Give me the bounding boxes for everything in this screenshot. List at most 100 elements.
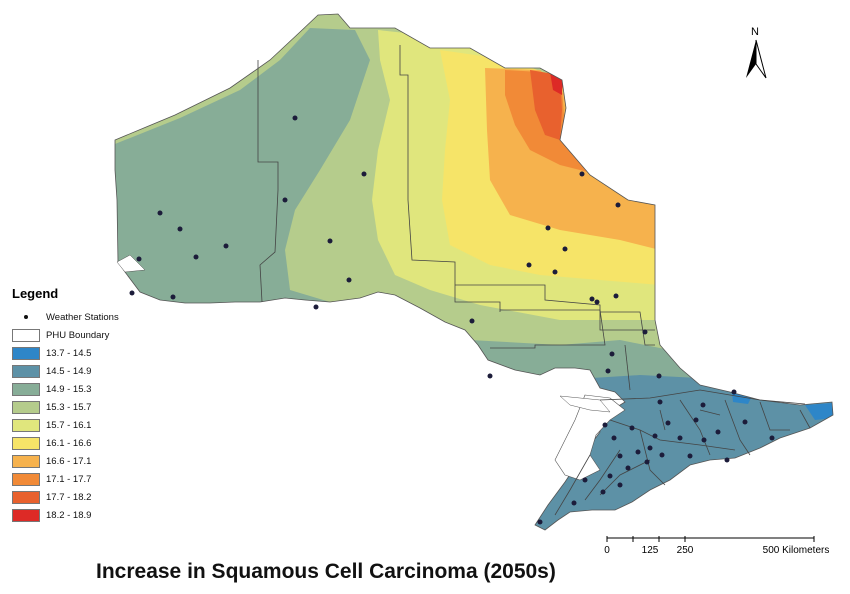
weather-station-dot [731, 389, 737, 395]
legend-title: Legend [12, 286, 59, 301]
weather-station-dot [607, 473, 613, 479]
weather-station-dot [615, 202, 621, 208]
legend-class-label: 13.7 - 14.5 [46, 347, 92, 359]
weather-station-dot [742, 419, 748, 425]
scale-tick-500: 500 Kilometers [762, 545, 830, 556]
weather-station-dot [700, 402, 706, 408]
north-label: N [751, 26, 759, 38]
legend-class-label: 16.6 - 17.1 [46, 455, 92, 467]
legend-class-row: 15.3 - 15.7 [12, 398, 162, 416]
weather-station-dot [613, 293, 619, 299]
weather-station-dot [602, 422, 608, 428]
weather-station-dot [589, 296, 595, 302]
weather-station-dot [659, 452, 665, 458]
weather-station-dot [625, 465, 631, 471]
north-arrow-icon [746, 39, 767, 79]
weather-station-dot [617, 482, 623, 488]
legend-class-label: 17.1 - 17.7 [46, 473, 92, 485]
weather-station-dot [617, 453, 623, 459]
weather-station-dot [282, 197, 288, 203]
legend-class-swatch [12, 490, 40, 504]
legend-class-swatch [12, 382, 40, 396]
scale-bar: 0 125 250 500 Kilometers [600, 536, 830, 566]
weather-station-dot [693, 417, 699, 423]
weather-station-dot [652, 433, 658, 439]
legend-class-swatch [12, 472, 40, 486]
legend-class-row: 16.6 - 17.1 [12, 452, 162, 470]
weather-station-dot [629, 425, 635, 431]
legend-class-swatch [12, 400, 40, 414]
weather-station-dot [157, 210, 163, 216]
weather-station-dot [526, 262, 532, 268]
legend-stations: Weather Stations [12, 308, 162, 326]
weather-station-dot [715, 429, 721, 435]
north-arrow: N [742, 26, 770, 80]
weather-station-dot [292, 115, 298, 121]
station-dot-icon [12, 315, 40, 319]
legend-class-row: 13.7 - 14.5 [12, 344, 162, 362]
weather-station-dot [313, 304, 319, 310]
weather-station-dot [701, 437, 707, 443]
boundary-swatch [12, 328, 40, 342]
weather-station-dot [487, 373, 493, 379]
legend-class-row: 18.2 - 18.9 [12, 506, 162, 524]
weather-station-dot [665, 420, 671, 426]
legend-class-row: 16.1 - 16.6 [12, 434, 162, 452]
weather-station-dot [611, 435, 617, 441]
legend-class-label: 15.7 - 16.1 [46, 419, 92, 431]
weather-station-dot [647, 445, 653, 451]
legend-class-row: 14.5 - 14.9 [12, 362, 162, 380]
weather-station-dot [552, 269, 558, 275]
weather-station-dot [724, 457, 730, 463]
legend-class-label: 15.3 - 15.7 [46, 401, 92, 413]
scale-tick-0: 0 [604, 545, 610, 556]
legend-class-swatch [12, 418, 40, 432]
weather-station-dot [545, 225, 551, 231]
legend-class-label: 16.1 - 16.6 [46, 437, 92, 449]
weather-station-dot [635, 449, 641, 455]
legend-stations-label: Weather Stations [46, 311, 119, 323]
map-title: Increase in Squamous Cell Carcinoma (205… [96, 560, 556, 583]
legend-class-label: 17.7 - 18.2 [46, 491, 92, 503]
weather-station-dot [657, 399, 663, 405]
legend-boundary: PHU Boundary [12, 326, 162, 344]
weather-station-dot [537, 519, 543, 525]
legend-class-swatch [12, 346, 40, 360]
legend-class-label: 18.2 - 18.9 [46, 509, 92, 521]
weather-station-dot [469, 318, 475, 324]
weather-station-dot [346, 277, 352, 283]
weather-station-dot [170, 294, 176, 300]
weather-station-dot [361, 171, 367, 177]
weather-station-dot [223, 243, 229, 249]
legend-class-swatch [12, 436, 40, 450]
weather-station-dot [656, 373, 662, 379]
weather-station-dot [769, 435, 775, 441]
weather-station-dot [193, 254, 199, 260]
weather-station-dot [129, 290, 135, 296]
legend-class-label: 14.9 - 15.3 [46, 383, 92, 395]
weather-station-dot [582, 477, 588, 483]
legend-class-swatch [12, 508, 40, 522]
weather-station-dot [677, 435, 683, 441]
weather-station-dot [571, 500, 577, 506]
weather-station-dot [687, 453, 693, 459]
legend-class-label: 14.5 - 14.9 [46, 365, 92, 377]
weather-station-dot [609, 351, 615, 357]
weather-station-dot [600, 489, 606, 495]
weather-station-dot [136, 256, 142, 262]
weather-station-dot [594, 299, 600, 305]
legend-class-row: 17.7 - 18.2 [12, 488, 162, 506]
scale-tick-125: 125 [641, 545, 659, 556]
scale-tick-250: 250 [676, 545, 694, 556]
legend-boundary-label: PHU Boundary [46, 329, 110, 341]
weather-station-dot [642, 329, 648, 335]
map-legend: Legend Weather Stations PHU Boundary 13.… [12, 286, 162, 524]
weather-station-dot [562, 246, 568, 252]
legend-class-row: 17.1 - 17.7 [12, 470, 162, 488]
weather-station-dot [644, 459, 650, 465]
weather-station-dot [177, 226, 183, 232]
weather-station-dot [605, 368, 611, 374]
legend-class-swatch [12, 364, 40, 378]
legend-class-swatch [12, 454, 40, 468]
